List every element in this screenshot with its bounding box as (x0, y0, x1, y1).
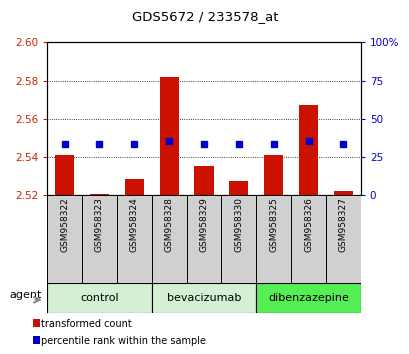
Text: dibenzazepine: dibenzazepine (267, 293, 348, 303)
Text: bevacizumab: bevacizumab (166, 293, 240, 303)
Bar (159, 77, 178, 195)
Text: transformed count: transformed count (41, 319, 131, 329)
Bar (47, 195, 82, 283)
Bar (151, 195, 186, 283)
Bar (82, 195, 117, 283)
Bar (256, 195, 290, 283)
Bar (47, 283, 151, 313)
Text: control: control (80, 293, 119, 303)
Text: GSM958323: GSM958323 (95, 198, 103, 252)
Text: GSM958324: GSM958324 (130, 198, 138, 252)
Bar (298, 105, 317, 195)
Bar (256, 283, 360, 313)
Text: GSM958325: GSM958325 (269, 198, 277, 252)
Bar (333, 191, 352, 195)
Text: GSM958327: GSM958327 (338, 198, 347, 252)
Bar (186, 195, 221, 283)
Bar (229, 181, 248, 195)
Bar (55, 155, 74, 195)
Bar (290, 195, 325, 283)
Bar (325, 195, 360, 283)
Text: GSM958322: GSM958322 (60, 198, 69, 252)
Text: GDS5672 / 233578_at: GDS5672 / 233578_at (131, 10, 278, 23)
Bar (194, 166, 213, 195)
Bar (263, 155, 283, 195)
Text: agent: agent (10, 290, 42, 299)
Bar (90, 194, 109, 195)
Text: GSM958329: GSM958329 (199, 198, 208, 252)
Text: GSM958328: GSM958328 (164, 198, 173, 252)
Bar (124, 179, 144, 195)
Text: percentile rank within the sample: percentile rank within the sample (41, 336, 205, 346)
Text: GSM958326: GSM958326 (303, 198, 312, 252)
Text: GSM958330: GSM958330 (234, 198, 243, 252)
Bar (117, 195, 151, 283)
Bar (151, 283, 256, 313)
Bar (221, 195, 256, 283)
